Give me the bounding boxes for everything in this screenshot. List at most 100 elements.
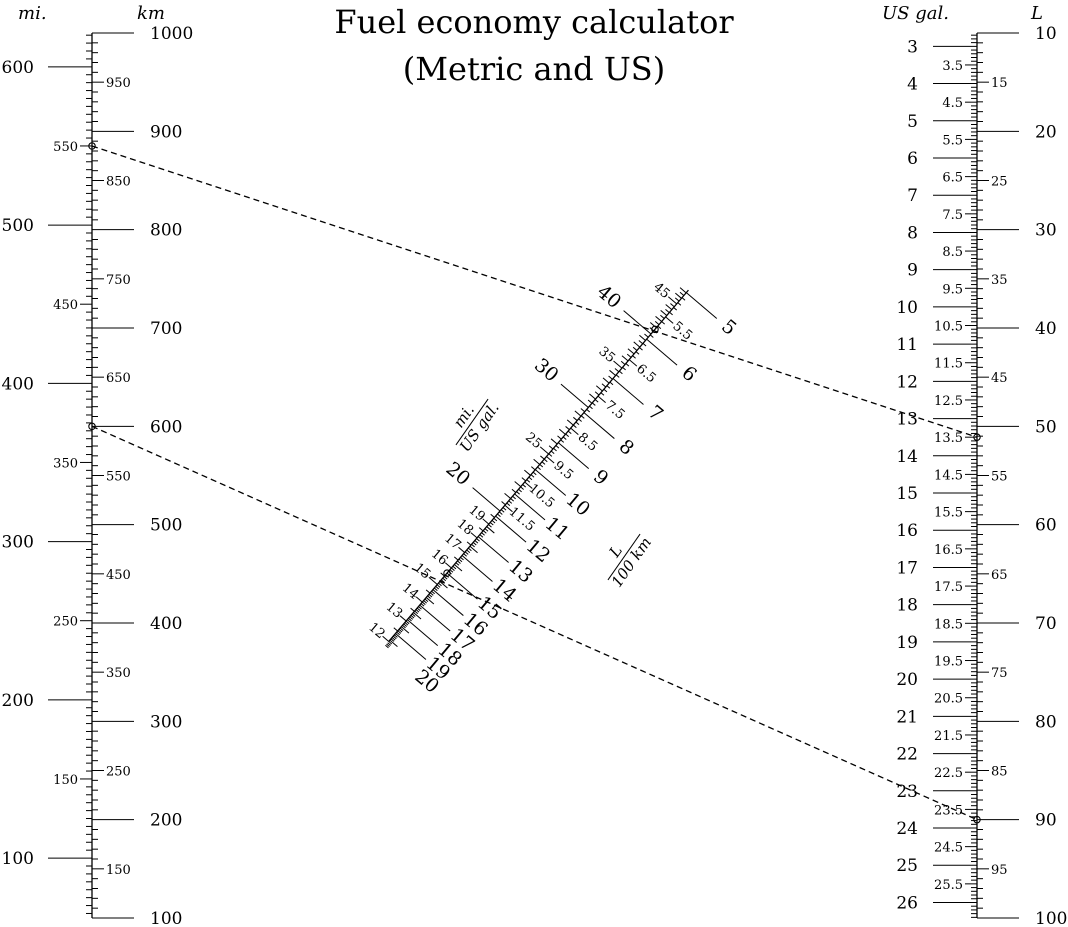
l100-tick [396,631,401,636]
l100-tick [497,513,501,517]
mpg-tick [602,377,610,384]
l100-tick [518,488,522,493]
l100-unit-denominator: 100 km [608,534,655,591]
mpg-tick [595,385,603,392]
mpg-label-major: 20 [442,458,475,490]
l100-tick [625,363,630,367]
mpg-tick [587,399,593,404]
gal-label-minor: 6.5 [942,171,963,186]
l100-tick [532,471,537,476]
km-label-major: 1000 [150,24,193,44]
l100-tick [432,589,464,616]
gal-label-major: 26 [896,893,918,913]
l100-tick [512,495,516,500]
l100-tick [391,637,396,641]
gal-label-minor: 9.5 [942,282,963,297]
mpg-tick [548,445,554,450]
l-label-minor: 45 [991,371,1008,386]
l100-tick [500,509,505,513]
gal-label-major: 25 [896,856,918,876]
l100-label-minor: 6.5 [633,361,658,386]
l100-tick [431,590,435,595]
title-line-1: Fuel economy calculator [334,3,734,41]
mi-label-major: 400 [2,374,34,394]
volume-scale: 1020304050607080901001525354555657585953… [896,24,1067,927]
gal-label-major: 17 [896,558,918,578]
title-line-2: (Metric and US) [403,50,665,88]
mpg-tick [633,341,641,348]
distance-scale: 100 200 300 400 500 600 700 800 900 1000 150 250 350… [2,24,194,927]
l100-tick [580,415,585,419]
mpg-tick [470,532,478,539]
mpg-tick [589,393,596,400]
l100-label-major: 5 [717,315,740,340]
l100-tick [457,560,461,564]
l100-tick [635,351,640,355]
gal-label-major: 20 [896,670,918,690]
l100-tick [413,612,422,620]
gal-label-major: 12 [896,372,918,392]
gal-label-minor: 13.5 [934,431,963,446]
l100-tick [539,464,544,468]
mpg-tick [501,501,506,506]
l100-tick [438,582,442,587]
gal-label-major: 23 [896,782,918,802]
gal-label-major: 21 [896,707,918,727]
mpg-tick [565,426,570,431]
l-label-minor: 75 [991,666,1008,681]
mi-label-major: 500 [2,216,34,236]
l100-tick [482,530,487,534]
l100-tick [522,484,527,488]
mpg-tick [557,435,562,440]
mpg-tick [393,627,398,632]
km-label-minor: 850 [106,175,131,190]
mpg-tick [466,541,472,546]
mpg-tick [540,455,545,460]
mpg-tick [627,348,635,355]
gal-label-minor: 15.5 [934,506,963,521]
l100-label-major: 9 [589,465,612,490]
mpg-label-minor: 12 [365,620,387,642]
gal-label-major: 11 [896,335,918,355]
mpg-tick [478,527,484,532]
l100-tick [550,450,555,455]
l100-tick [657,325,662,330]
l100-tick [530,474,535,478]
l-label-minor: 35 [991,273,1008,288]
l100-tick [615,374,620,378]
gal-label-minor: 3.5 [942,59,963,74]
l100-tick [586,409,591,413]
km-label-major: 300 [150,712,182,732]
mpg-tick [613,360,623,369]
l100-tick [427,595,431,599]
km-label-minor: 550 [106,470,131,485]
l100-tick [436,584,441,588]
l100-tick [562,436,567,440]
l100-tick [463,553,467,557]
l100-label-major: 8 [615,435,638,460]
l100-tick [429,592,434,596]
mpg-tick [649,322,657,329]
l100-tick [677,302,682,306]
mpg-tick [674,297,680,302]
gal-label-minor: 21.5 [934,729,963,744]
l100-tick [472,542,477,546]
mpg-tick [614,368,620,373]
gal-label-minor: 22.5 [934,766,963,781]
gal-label-minor: 16.5 [934,543,963,558]
l100-tick [673,307,678,311]
gal-label-major: 7 [907,186,918,206]
l-unit-label: L [1030,3,1043,24]
l100-tick [476,538,480,542]
l100-tick [504,504,513,513]
l-label-major: 10 [1035,24,1057,44]
gal-label-minor: 7.5 [942,208,963,223]
l100-tick [606,385,611,389]
l100-tick [686,292,718,319]
mpg-tick [644,333,649,338]
l100-tick [455,562,460,566]
gal-label-major: 5 [907,112,918,132]
mpg-tick [679,291,685,296]
mpg-tick [539,446,549,455]
